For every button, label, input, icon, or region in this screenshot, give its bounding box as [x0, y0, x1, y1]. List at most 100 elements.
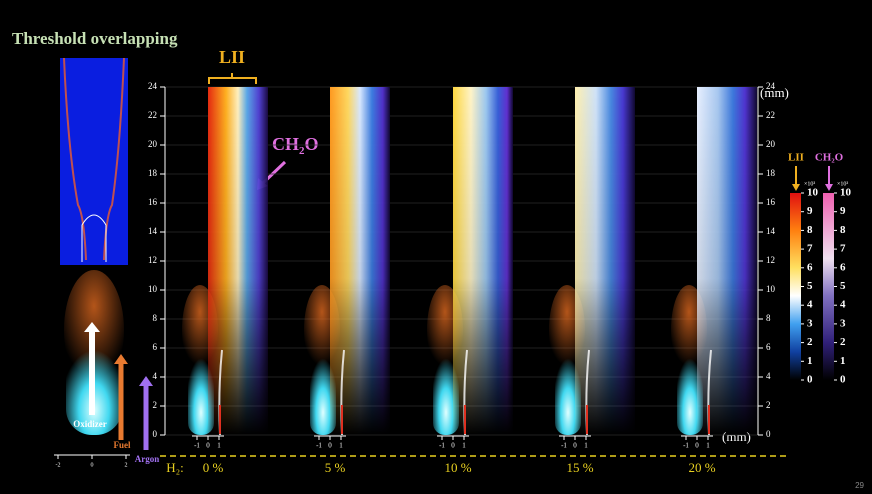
colorbar-tick-label: 10: [807, 187, 819, 199]
x-tick-label: 1: [584, 442, 588, 450]
y-tick-label: 24: [148, 81, 158, 91]
y-tick-label: 14: [766, 226, 776, 236]
panel-label: 0 %: [203, 460, 224, 475]
colorbar-tick-label: 2: [807, 336, 813, 348]
colorbar-exponent: ×10³: [804, 181, 815, 187]
x-tick-label: -2: [56, 462, 61, 468]
h2-label: H₂:: [166, 460, 184, 475]
x-tick-label: 0: [695, 442, 699, 450]
lii-image: [697, 87, 757, 435]
arrow-label: Argon: [135, 454, 160, 464]
colorbar-tick-label: 3: [807, 317, 813, 329]
y-tick-label: 2: [766, 400, 771, 410]
ch2o-label: CH2O: [272, 134, 319, 156]
arrow: [139, 376, 153, 386]
x-tick-label: 0: [451, 442, 455, 450]
colorbar-tick-label: 1: [840, 355, 846, 367]
slide-title: Threshold overlapping: [12, 29, 178, 48]
y-tick-label: 14: [148, 226, 158, 236]
colorbar-tick-label: 4: [840, 299, 846, 311]
colorbar-label: LII: [788, 152, 804, 164]
lii-label: LII: [219, 47, 245, 67]
colorbar-tick-label: 2: [840, 336, 846, 348]
y-tick-label: 24: [766, 81, 776, 91]
y-tick-label: 18: [148, 168, 158, 178]
y-tick-label: 10: [766, 284, 776, 294]
y-tick-label: 8: [153, 313, 158, 323]
x-tick-label: 1: [339, 442, 343, 450]
x-tick-label: 0: [91, 462, 94, 468]
colorbar-tick-label: 1: [807, 355, 813, 367]
y-tick-label: 12: [766, 255, 775, 265]
lii-bracket: [208, 73, 257, 84]
panel-label: 5 %: [325, 460, 346, 475]
x-tick-label: 2: [125, 462, 128, 468]
y-tick-label: 0: [766, 429, 771, 439]
x-tick-label: 1: [217, 442, 221, 450]
y-tick-label: 6: [766, 342, 771, 352]
panel-label: 15 %: [566, 460, 593, 475]
colorbar-tick-label: 9: [840, 205, 846, 217]
y-tick-label: 6: [153, 342, 158, 352]
y-tick-label: 0: [153, 429, 158, 439]
flame-image: [677, 345, 703, 435]
flame-image: [555, 345, 581, 435]
unit-y: (mm): [760, 85, 789, 100]
y-tick-label: 22: [766, 110, 775, 120]
colorbar-arrow: [825, 184, 833, 191]
y-tick-label: 20: [766, 139, 776, 149]
panel-label: 20 %: [688, 460, 715, 475]
colorbar-arrow: [792, 184, 800, 191]
colorbar-tick-label: 4: [807, 299, 813, 311]
x-tick-label: -1: [683, 442, 689, 450]
colorbar-tick-label: 10: [840, 187, 852, 199]
y-tick-label: 10: [148, 284, 158, 294]
colorbar-tick-label: 5: [840, 280, 846, 292]
panel-label: 10 %: [444, 460, 471, 475]
colorbar-tick-label: 5: [807, 280, 813, 292]
page-number: 29: [855, 481, 864, 490]
x-tick-label: -1: [561, 442, 567, 450]
colorbar-tick-label: 9: [807, 205, 813, 217]
colorbar-tick-label: 7: [807, 243, 813, 255]
arrow: [114, 354, 128, 364]
y-tick-label: 4: [153, 371, 158, 381]
x-tick-label: 0: [206, 442, 210, 450]
colorbar-tick-label: 6: [807, 261, 813, 273]
colorbar-tick-label: 0: [840, 374, 846, 386]
x-tick-label: -1: [316, 442, 322, 450]
y-tick-label: 20: [148, 139, 158, 149]
ch2o-tail: O: [305, 134, 319, 154]
x-tick-label: -1: [439, 442, 445, 450]
colorbar-tick-label: 6: [840, 261, 846, 273]
x-tick-label: 0: [573, 442, 577, 450]
flame-image: [188, 345, 214, 435]
y-tick-label: 4: [766, 371, 771, 381]
y-tick-label: 8: [766, 313, 771, 323]
lii-image: [575, 87, 635, 435]
y-tick-label: 18: [766, 168, 776, 178]
lii-image: [330, 87, 390, 435]
ch2o-sub: 2: [299, 145, 305, 157]
y-tick-label: 16: [148, 197, 158, 207]
colorbar-tick-label: 8: [807, 224, 813, 236]
colorbar-exponent: ×10³: [837, 181, 848, 187]
x-tick-label: 1: [462, 442, 466, 450]
x-tick-label: 0: [328, 442, 332, 450]
flame-image: [310, 345, 336, 435]
inset-contour: [81, 214, 107, 262]
y-tick-label: 12: [148, 255, 157, 265]
x-tick-label: -1: [194, 442, 200, 450]
arrow: [84, 322, 100, 332]
colorbar-label: CH₂O: [815, 152, 844, 164]
flame-image: [433, 345, 459, 435]
colorbar-tick-label: 3: [840, 317, 846, 329]
lii-image: [208, 87, 268, 435]
y-tick-label: 22: [148, 110, 157, 120]
arrow-label: Oxidizer: [73, 419, 107, 429]
y-tick-label: 16: [766, 197, 776, 207]
colorbar: [823, 193, 834, 380]
y-tick-label: 2: [153, 400, 158, 410]
colorbar: [790, 193, 801, 380]
colorbar-tick-label: 7: [840, 243, 846, 255]
